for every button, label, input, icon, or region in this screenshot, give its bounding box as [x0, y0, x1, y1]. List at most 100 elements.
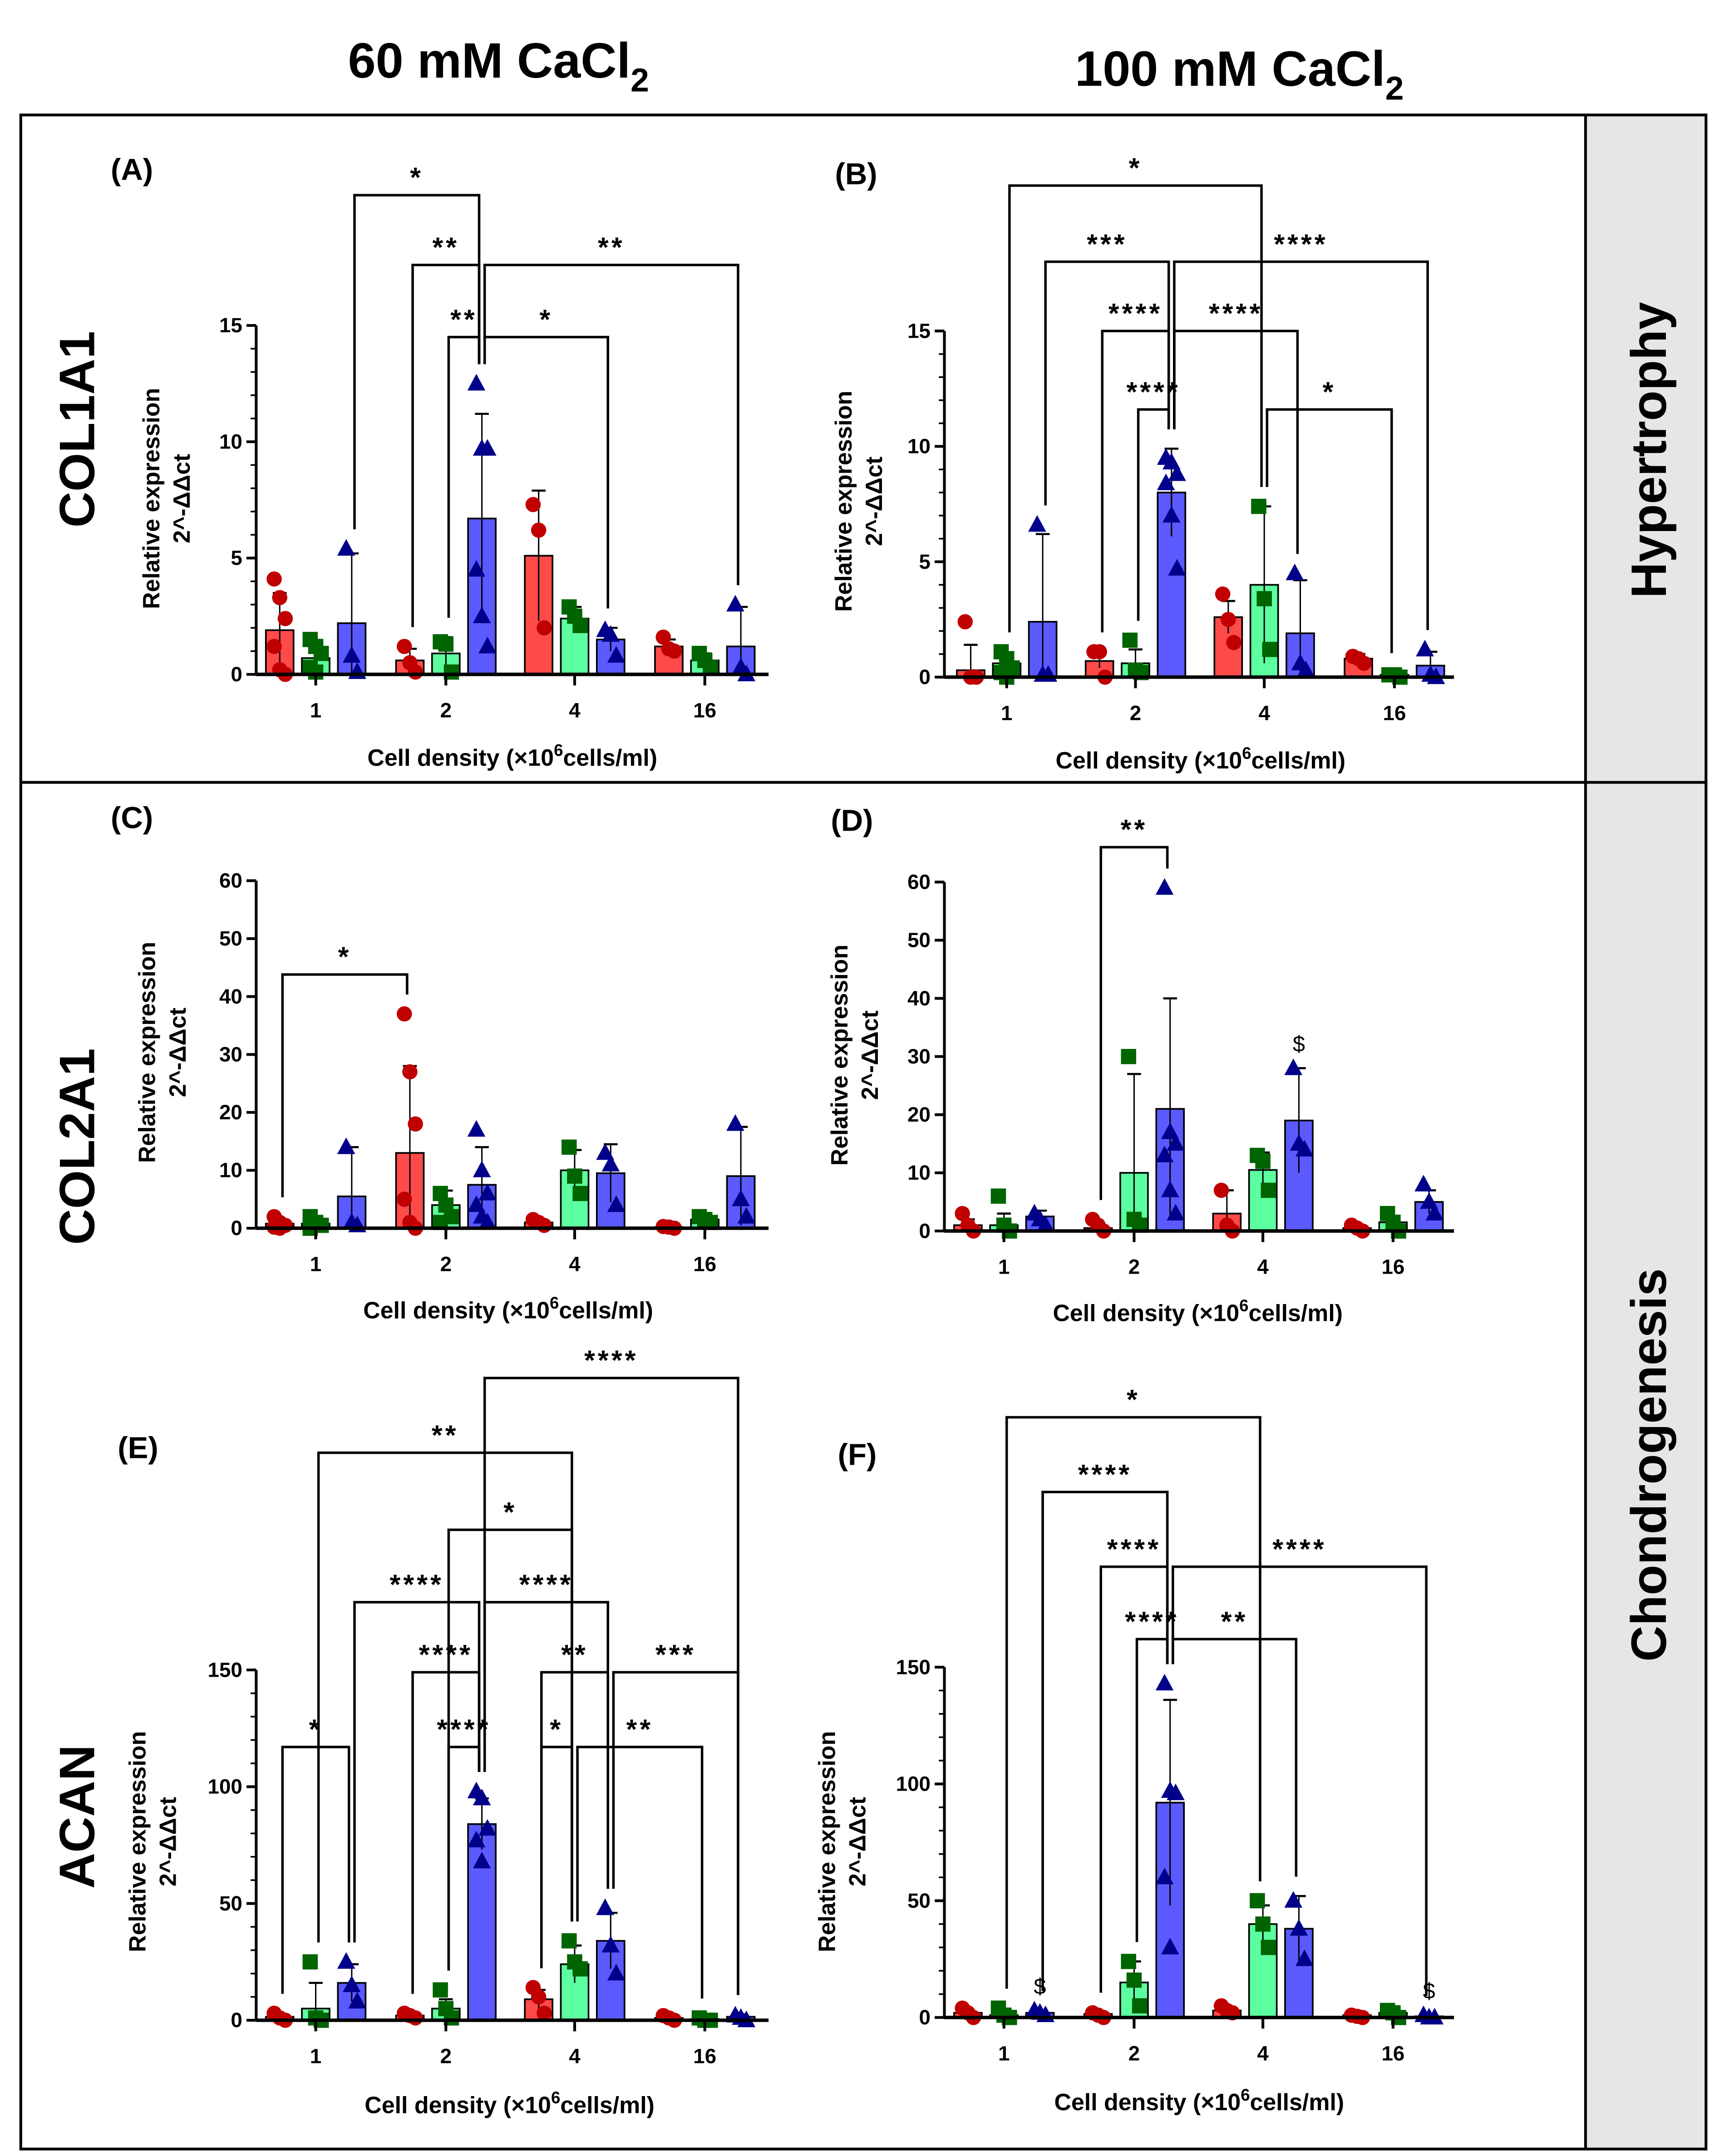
significance-label: ****	[584, 1345, 638, 1376]
panel-label: (A)	[111, 153, 153, 187]
data-point-circle	[655, 629, 671, 645]
significance-bracket	[1135, 1638, 1169, 1942]
y-tick-label: 15	[219, 314, 242, 337]
data-point-triangle	[478, 636, 497, 654]
data-point-triangle	[601, 1935, 620, 1953]
y-axis-label-line1: Relative expression	[814, 1731, 840, 1952]
y-tick-label: 15	[907, 319, 931, 342]
data-point-square	[567, 1168, 582, 1184]
x-tick-label: 4	[569, 699, 581, 722]
significance-label: *	[1323, 376, 1336, 407]
data-point-square	[1132, 1998, 1148, 2013]
data-point-triangle	[1295, 1140, 1314, 1157]
data-point-triangle	[348, 1992, 366, 2009]
data-point-circle	[537, 620, 552, 636]
y-tick-label: 30	[219, 1043, 242, 1066]
data-point-triangle	[1296, 660, 1315, 677]
data-point-square	[1261, 1939, 1276, 1955]
data-point-square	[1121, 1048, 1137, 1064]
data-point-triangle	[1028, 515, 1046, 532]
data-point-triangle	[473, 1161, 491, 1177]
data-point-triangle	[1155, 1867, 1174, 1885]
significance-label: *	[410, 162, 424, 193]
significance-bracket	[1173, 330, 1299, 554]
significance-bracket	[540, 1746, 573, 1969]
section-bg-chondrogenesis	[1585, 782, 1706, 2149]
y-tick-label: 150	[896, 1655, 931, 1679]
x-tick-label: 1	[310, 1253, 321, 1276]
data-point-triangle	[1168, 464, 1186, 481]
y-tick-label: 40	[907, 987, 931, 1010]
significance-label: ****	[419, 1639, 473, 1670]
data-point-square	[1251, 498, 1266, 514]
data-point-square	[438, 636, 454, 652]
data-point-circle	[396, 1006, 412, 1022]
data-point-triangle	[473, 606, 491, 623]
significance-bracket	[612, 1671, 739, 1995]
row-label-acan: ACAN	[49, 1745, 105, 1889]
section-bg-hypertrophy	[1585, 115, 1706, 783]
data-point-square	[433, 1982, 448, 1998]
y-tick-label: 0	[919, 1219, 931, 1242]
panel-f: (F) Relative expression 2^-ΔΔct Cell densit…	[814, 1384, 1454, 2115]
y-tick-label: 20	[907, 1103, 931, 1126]
significance-bracket	[353, 194, 481, 530]
figure-border	[19, 113, 1708, 2151]
y-tick-label: 0	[919, 2006, 931, 2029]
x-axis-label: Cell density (×106cells/ml)	[365, 2088, 655, 2118]
data-point-square	[1262, 642, 1278, 657]
y-tick-label: 60	[907, 871, 931, 894]
x-axis-label-prefix: Cell density (×10	[1056, 747, 1242, 773]
data-point-circle	[396, 639, 412, 655]
data-point-triangle	[1167, 1204, 1185, 1221]
x-tick-label: 1	[310, 699, 321, 722]
significance-bracket	[411, 1671, 481, 1994]
data-point-triangle	[1290, 1919, 1308, 1936]
significance-bracket	[1008, 184, 1263, 633]
y-axis-label-line2: 2^-ΔΔct	[154, 1797, 181, 1886]
y-tick-label: 0	[231, 1216, 242, 1240]
data-point-square	[1250, 1893, 1265, 1909]
data-point-circle	[277, 610, 293, 626]
significance-bracket	[1099, 1565, 1169, 1993]
x-tick-label: 1	[310, 2045, 321, 2068]
data-point-circle	[537, 2005, 552, 2021]
data-point-circle	[1356, 655, 1372, 671]
x-tick-label: 1	[998, 2042, 1010, 2065]
y-axis-label: Relative expression 2^-ΔΔct	[826, 945, 883, 1166]
y-tick-label: 40	[219, 985, 242, 1008]
y-tick-label: 100	[208, 1775, 242, 1798]
data-point-circle	[1226, 635, 1241, 650]
data-point-triangle	[601, 1155, 620, 1172]
data-point-triangle	[337, 1137, 355, 1154]
significance-label: *	[338, 941, 352, 972]
x-axis-label-prefix: Cell density (×10	[367, 744, 554, 771]
data-point-circle	[537, 1217, 552, 1233]
y-axis-label-line2: 2^-ΔΔct	[164, 1008, 191, 1097]
significance-label: **	[626, 1714, 654, 1745]
data-point-square	[572, 1186, 588, 1201]
data-point-triangle	[607, 1195, 626, 1212]
x-axis-label-prefix: Cell density (×10	[365, 2092, 551, 2118]
data-point-square	[990, 1188, 1006, 1204]
y-axis-label-line2: 2^-ΔΔct	[168, 454, 195, 543]
y-tick-label: 50	[907, 1889, 931, 1912]
x-axis-label-prefix: Cell density (×10	[1054, 2089, 1241, 2115]
significance-label: ****	[1272, 1533, 1326, 1564]
significance-label: ****	[1107, 1533, 1161, 1564]
data-point-square	[572, 1961, 588, 1977]
significance-bracket	[1172, 1565, 1428, 1996]
panel-label: (D)	[831, 803, 873, 837]
x-axis-label-suffix: cells/ml)	[560, 2092, 655, 2118]
x-axis-label-sup: 6	[554, 741, 563, 760]
data-point-triangle	[1284, 1058, 1303, 1075]
x-tick-label: 2	[440, 699, 452, 722]
y-tick-label: 150	[208, 1658, 242, 1681]
data-point-triangle	[1157, 473, 1175, 491]
x-axis-label-sup: 6	[550, 1294, 559, 1312]
data-point-triangle	[467, 1831, 486, 1847]
significance-mark: $	[1423, 1979, 1435, 2003]
significance-label: ****	[1209, 298, 1263, 329]
data-point-square	[313, 645, 329, 661]
y-axis-label-line2: 2^-ΔΔct	[857, 1010, 883, 1100]
